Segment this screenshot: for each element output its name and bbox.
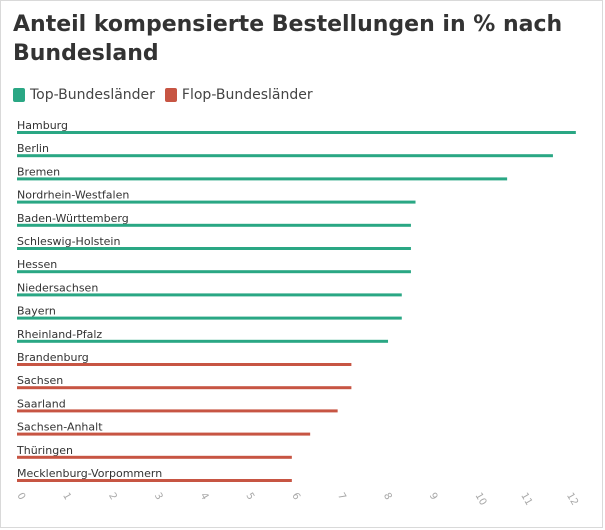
x-tick-label: 10 bbox=[472, 491, 488, 508]
bar-label: Rheinland-Pfalz bbox=[17, 328, 102, 341]
bar bbox=[17, 409, 338, 413]
bar bbox=[17, 316, 402, 320]
bar-label: Schleswig-Holstein bbox=[17, 235, 120, 248]
bar bbox=[17, 223, 411, 227]
bar bbox=[17, 339, 389, 343]
legend-swatch-top bbox=[13, 88, 25, 102]
bar-label: Bayern bbox=[17, 305, 56, 318]
legend-label-top: Top-Bundesländer bbox=[30, 87, 155, 103]
bar-label: Hamburg bbox=[17, 119, 68, 132]
bar bbox=[17, 200, 416, 204]
legend-item-top: Top-Bundesländer bbox=[13, 87, 155, 103]
x-tick-label: 9 bbox=[427, 491, 440, 502]
bar bbox=[17, 432, 311, 436]
bar bbox=[17, 455, 292, 459]
bar-label: Baden-Württemberg bbox=[17, 212, 129, 225]
bar bbox=[17, 177, 508, 181]
legend: Top-Bundesländer Flop-Bundesländer bbox=[13, 87, 323, 103]
legend-item-flop: Flop-Bundesländer bbox=[164, 87, 313, 103]
bar-label: Niedersachsen bbox=[17, 281, 98, 294]
bar bbox=[17, 479, 292, 482]
legend-swatch-flop bbox=[164, 88, 177, 102]
chart-title: Anteil kompensierte Bestellungen in % na… bbox=[13, 12, 563, 66]
legend-label-flop: Flop-Bundesländer bbox=[181, 87, 313, 103]
bar bbox=[17, 154, 553, 158]
bar-label: Berlin bbox=[17, 142, 49, 155]
x-tick-label: 3 bbox=[152, 491, 165, 502]
x-tick-label: 4 bbox=[198, 491, 211, 502]
x-tick-label: 8 bbox=[381, 491, 394, 502]
bar bbox=[17, 247, 411, 250]
bar bbox=[17, 131, 576, 134]
x-tick-label: 7 bbox=[335, 491, 348, 502]
x-tick-label: 11 bbox=[518, 491, 534, 508]
bar-label: Mecklenburg-Vorpommern bbox=[17, 467, 162, 480]
bar bbox=[17, 363, 352, 366]
bar-label: Bremen bbox=[17, 165, 60, 178]
bar-label: Hessen bbox=[17, 258, 57, 271]
bar bbox=[17, 386, 352, 390]
x-tick-label: 2 bbox=[106, 491, 119, 502]
x-tick-label: 0 bbox=[14, 491, 27, 502]
bar-label: Sachsen-Anhalt bbox=[17, 421, 103, 434]
bar-label: Saarland bbox=[17, 397, 66, 410]
bar-label: Thüringen bbox=[16, 444, 73, 457]
x-tick-label: 12 bbox=[564, 491, 580, 508]
bar-label: Sachsen bbox=[17, 374, 63, 387]
x-tick-label: 5 bbox=[243, 491, 256, 502]
x-tick-label: 1 bbox=[60, 491, 73, 502]
x-tick-label: 6 bbox=[289, 491, 302, 502]
bar bbox=[17, 270, 411, 274]
bar bbox=[17, 293, 402, 297]
bar-label: Brandenburg bbox=[17, 351, 89, 364]
bar-label: Nordrhein-Westfalen bbox=[17, 189, 129, 202]
